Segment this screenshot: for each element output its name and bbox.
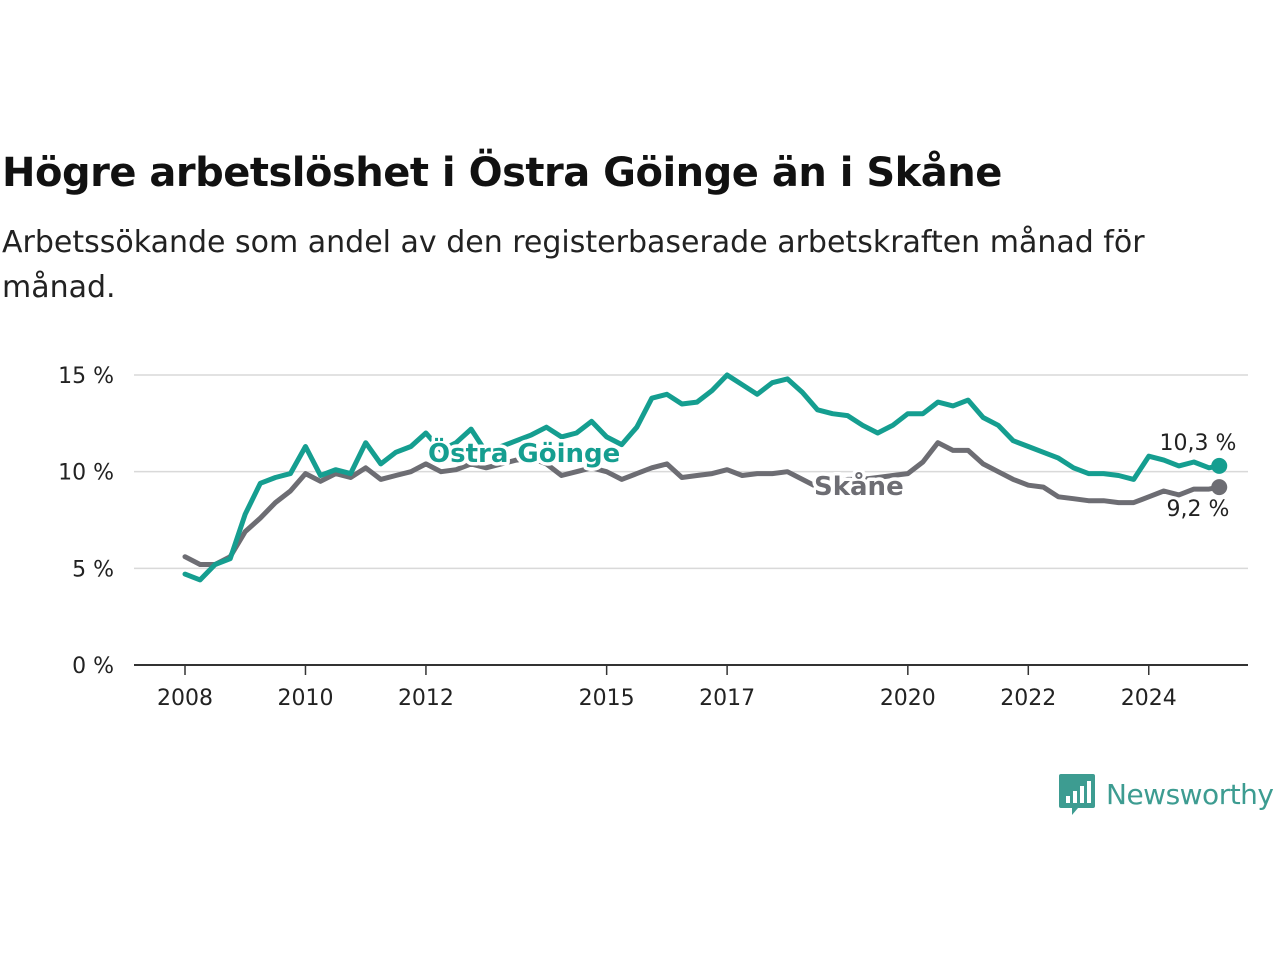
series-end-point-ostra-goinge[interactable] bbox=[1211, 457, 1228, 474]
y-tick-label: 10 % bbox=[58, 461, 114, 486]
end-label-ostra-goinge-halo: 10,3 % bbox=[1160, 431, 1237, 456]
series-label-ostra-goinge: Östra Göinge bbox=[428, 436, 620, 469]
brand-name: Newsworthy bbox=[1106, 777, 1274, 811]
y-tick-label: 15 % bbox=[58, 364, 114, 389]
x-axis: 2008 2010 2012 2015 2017 2020 2022 2024 bbox=[134, 664, 1248, 711]
y-axis: 0 % 5 % 10 % 15 % bbox=[58, 364, 114, 679]
x-tick-label: 2015 bbox=[579, 686, 635, 711]
series-line-skane bbox=[182, 440, 1222, 567]
y-tick-label: 0 % bbox=[72, 654, 114, 679]
x-tick-label: 2017 bbox=[699, 686, 755, 711]
series-label-skane-halo: Skåne bbox=[814, 470, 904, 502]
series-label-ostra-goinge-halo: Östra Göinge bbox=[428, 436, 620, 469]
x-tick-label: 2008 bbox=[157, 686, 213, 711]
end-label-ostra-goinge: 10,3 % bbox=[1160, 431, 1237, 456]
series-label-skane: Skåne bbox=[814, 470, 904, 502]
end-label-skane: 9,2 % bbox=[1167, 497, 1230, 522]
x-tick-label: 2020 bbox=[880, 686, 936, 711]
newsworthy-logo-icon bbox=[1059, 774, 1095, 815]
x-tick-label: 2010 bbox=[277, 686, 333, 711]
x-tick-label: 2022 bbox=[1000, 686, 1056, 711]
y-tick-label: 5 % bbox=[72, 557, 114, 582]
brand-logo[interactable]: Newsworthy bbox=[1058, 772, 1274, 816]
x-tick-label: 2024 bbox=[1121, 686, 1177, 711]
series-end-point-skane[interactable] bbox=[1211, 479, 1228, 496]
series-line-ostra-goinge bbox=[182, 372, 1222, 583]
chart-title: Högre arbetslöshet i Östra Göinge än i S… bbox=[2, 150, 1002, 196]
end-label-skane-halo: 9,2 % bbox=[1167, 497, 1230, 522]
x-tick-label: 2012 bbox=[398, 686, 454, 711]
chart-subtitle: Arbetssökande som andel av den registerb… bbox=[2, 225, 1145, 305]
series-lines bbox=[182, 372, 1228, 583]
